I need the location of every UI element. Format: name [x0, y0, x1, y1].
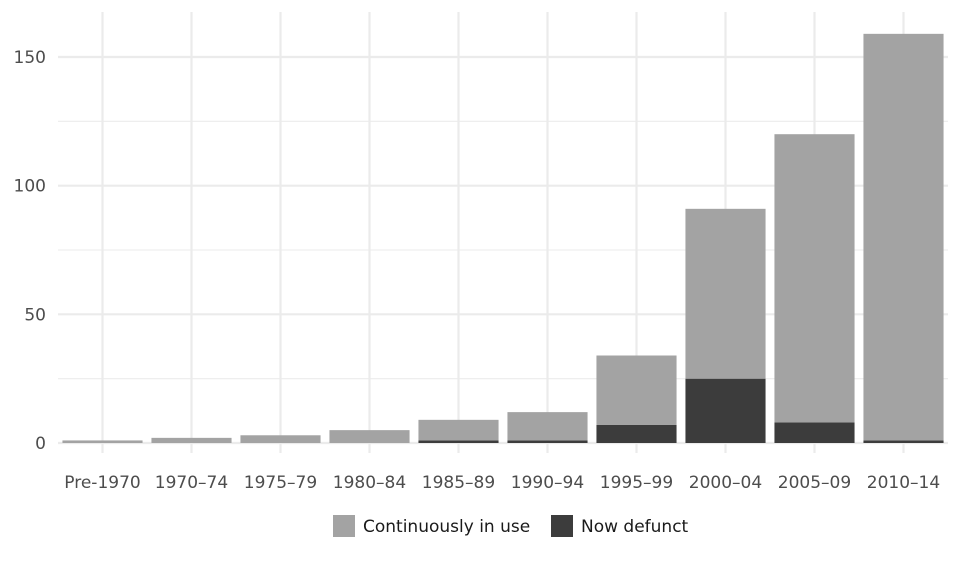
legend-swatch — [551, 515, 573, 537]
bar-segment-in-use — [863, 33, 944, 441]
bar-segment-defunct — [685, 378, 766, 443]
bar-segment-in-use — [151, 437, 232, 443]
bar-segment-in-use — [596, 355, 677, 425]
legend: Continuously in use Now defunct — [333, 515, 689, 537]
y-axis: 0 50 100 150 — [14, 48, 46, 454]
legend-label: Now defunct — [581, 517, 689, 537]
bar-segment-in-use — [507, 412, 588, 441]
x-tick-label: 2000–04 — [689, 473, 762, 493]
x-tick-label: 1975–79 — [244, 473, 317, 493]
y-tick-label: 100 — [14, 177, 46, 197]
bar-segment-in-use — [329, 430, 410, 443]
bar-segment-in-use — [418, 419, 499, 441]
y-tick-label: 50 — [24, 305, 46, 325]
bars — [62, 33, 944, 443]
x-tick-label: 1990–94 — [511, 473, 584, 493]
bar-segment-defunct — [507, 440, 588, 443]
bar-segment-in-use — [62, 440, 143, 443]
y-tick-label: 0 — [35, 434, 46, 454]
bar-segment-defunct — [863, 440, 944, 443]
x-tick-label: 2005–09 — [778, 473, 851, 493]
bar-segment-defunct — [418, 440, 499, 443]
y-tick-label: 150 — [14, 48, 46, 68]
x-tick-label: 2010–14 — [867, 473, 940, 493]
bar-segment-defunct — [596, 424, 677, 443]
x-tick-label: 1970–74 — [155, 473, 228, 493]
bar-segment-in-use — [685, 208, 766, 379]
legend-swatch — [333, 515, 355, 537]
x-tick-label: 1980–84 — [333, 473, 406, 493]
x-tick-label: 1985–89 — [422, 473, 495, 493]
x-tick-label: Pre-1970 — [64, 473, 140, 493]
x-tick-label: 1995–99 — [600, 473, 673, 493]
x-axis: Pre-1970 1970–74 1975–79 1980–84 1985–89 1990… — [64, 473, 940, 493]
bar-segment-in-use — [240, 435, 321, 443]
bar-segment-defunct — [774, 422, 855, 443]
legend-label: Continuously in use — [363, 517, 530, 537]
bar-segment-in-use — [774, 134, 855, 423]
